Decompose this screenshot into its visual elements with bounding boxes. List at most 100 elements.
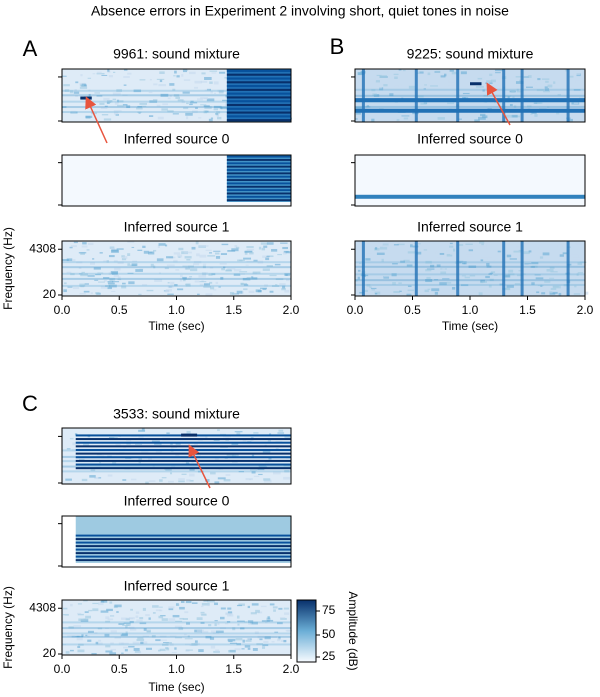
- spectrogram-cell: [88, 242, 94, 246]
- spectrogram-cell: [242, 639, 245, 643]
- spectrogram-cell: [203, 97, 209, 99]
- spectrogram-cell: [66, 258, 73, 262]
- spectrogram-cell: [64, 282, 67, 285]
- spectrogram-cell: [133, 647, 140, 651]
- plot-title: Inferred source 0: [124, 493, 230, 509]
- spectrogram-cell: [106, 608, 113, 612]
- spectrogram-cell: [573, 102, 579, 105]
- spectrogram-cell: [185, 283, 190, 285]
- spectrogram-cell: [257, 260, 264, 264]
- harmonic: [75, 459, 292, 462]
- spectrogram-cell: [189, 103, 193, 106]
- spectrogram-cell: [417, 95, 424, 98]
- harmonic: [226, 103, 291, 107]
- spectrogram-cell: [355, 118, 358, 120]
- spectrogram-cell: [166, 256, 174, 259]
- spectrogram-cell: [371, 89, 376, 92]
- spectrogram-cell: [122, 256, 128, 259]
- spectrogram-cell: [363, 274, 366, 277]
- spectrogram-cell: [257, 611, 263, 614]
- spectrogram-cell: [453, 248, 456, 252]
- spectrogram-cell: [515, 81, 524, 84]
- spectrogram-cell: [201, 613, 207, 616]
- spectrogram-cell: [215, 649, 220, 652]
- spectrogram-cell: [87, 77, 92, 79]
- spectrogram-cell: [208, 118, 213, 122]
- spectrogram-cell: [151, 634, 156, 638]
- spectrogram-cell: [123, 76, 130, 78]
- x-axis-label: Time (sec): [442, 319, 498, 333]
- spectrogram-cell: [205, 635, 212, 639]
- tone-block: [226, 155, 291, 202]
- spectrogram-cell: [462, 115, 468, 118]
- harmonic: [226, 169, 291, 171]
- spectrogram-cell: [138, 461, 141, 464]
- spectrogram-cell: [141, 283, 148, 286]
- spectrogram-cell: [199, 283, 208, 286]
- spectrogram-band: [62, 100, 291, 103]
- harmonic: [75, 463, 292, 466]
- spectrogram-cell: [420, 91, 424, 94]
- colorbar: [296, 599, 317, 663]
- spectrogram-cell: [166, 647, 170, 651]
- spectrogram-cell: [176, 75, 180, 78]
- spectrogram-cell: [271, 249, 278, 252]
- spectrogram-cell: [580, 277, 584, 280]
- spectrogram-cell: [275, 284, 278, 286]
- harmonic: [75, 456, 292, 459]
- spectrogram-cell: [439, 282, 447, 286]
- spectrogram-cell: [372, 93, 377, 96]
- spectrogram-band: [355, 265, 585, 268]
- spectrogram-cell: [357, 271, 364, 273]
- spectrogram-cell: [96, 72, 105, 75]
- spectrogram-cell: [249, 252, 254, 255]
- spectrogram-cell: [275, 278, 284, 281]
- spectrogram-cell: [186, 116, 189, 120]
- spectrogram-cell: [574, 285, 577, 288]
- spectrogram-cell: [284, 612, 290, 615]
- spectrogram-cell: [185, 283, 191, 287]
- spectrogram-cell: [396, 277, 401, 280]
- spectrogram-cell: [121, 617, 127, 620]
- spectrogram-cell: [486, 82, 490, 86]
- spectrogram-cell: [189, 276, 193, 278]
- spectrogram-cell: [92, 258, 95, 260]
- spectrogram-cell: [387, 276, 391, 280]
- spectrogram-cell: [185, 649, 193, 651]
- spectrogram-cell: [110, 648, 117, 651]
- spectrogram-cell: [416, 71, 424, 74]
- spectrogram-cell: [117, 279, 122, 281]
- spectrogram-cell: [107, 69, 110, 72]
- spectrogram-cell: [233, 273, 241, 276]
- colorbar-tick-label: 50: [322, 627, 336, 641]
- spectrogram-cell: [88, 609, 93, 612]
- spectrogram-cell: [135, 615, 139, 618]
- spectrogram-cell: [515, 246, 523, 248]
- spectrogram-cell: [534, 113, 538, 117]
- spectrogram-cell: [247, 620, 254, 623]
- spectrogram-cell: [549, 292, 556, 295]
- spectrogram-cell: [365, 258, 371, 261]
- spectrogram-cell: [410, 244, 413, 248]
- spectrogram-cell: [135, 269, 143, 272]
- spectrogram-cell: [211, 630, 216, 633]
- spectrogram-cell: [521, 243, 529, 246]
- spectrogram-cell: [109, 601, 113, 604]
- spectrogram-cell: [142, 635, 149, 637]
- spectrogram-cell: [251, 276, 254, 278]
- spectrogram-cell: [220, 253, 228, 256]
- spectrogram: [355, 241, 589, 297]
- spectrogram-cell: [425, 279, 433, 283]
- spectrogram-cell: [425, 260, 432, 264]
- spectrogram-cell: [283, 250, 289, 253]
- spectrogram-cell: [236, 432, 241, 435]
- x-axis-label: Time (sec): [148, 319, 204, 333]
- spectrogram-cell: [406, 264, 413, 267]
- spectrogram-cell: [260, 605, 267, 608]
- spectrogram-cell: [73, 625, 82, 628]
- spectrogram-cell: [140, 641, 148, 645]
- spectrogram-cell: [535, 277, 544, 280]
- spectrogram-cell: [89, 475, 96, 478]
- harmonic: [226, 175, 291, 178]
- tone-line: [355, 194, 585, 199]
